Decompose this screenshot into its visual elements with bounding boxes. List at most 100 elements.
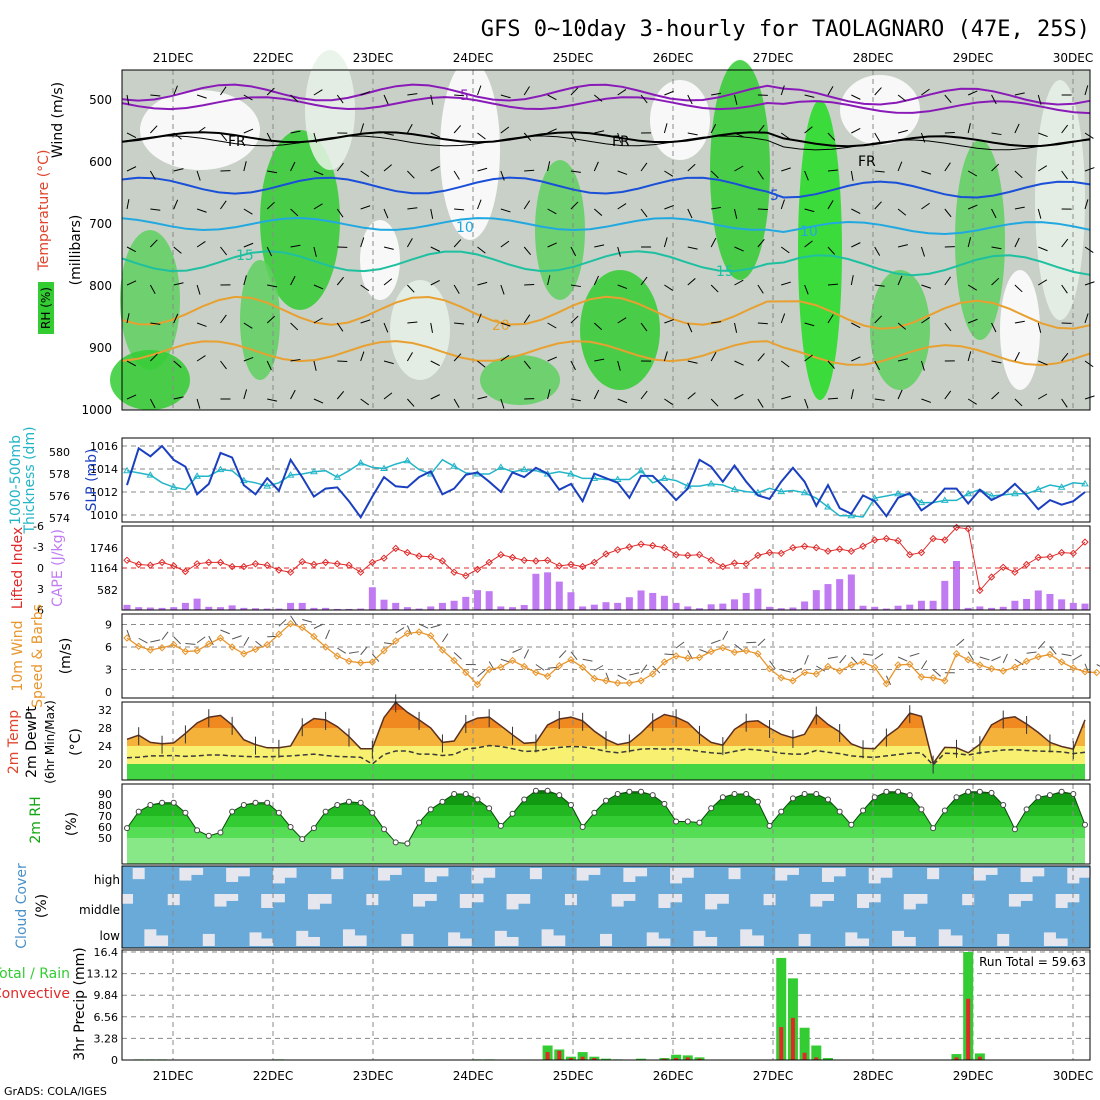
rh-tick: 80	[98, 799, 112, 812]
wind10-tick: 6	[105, 641, 112, 654]
wind10-point	[508, 656, 517, 665]
rh-point	[906, 792, 913, 799]
isotherm-label: FR	[612, 134, 630, 150]
date-label-bottom: 21DEC	[153, 1069, 193, 1083]
wind-barb	[336, 322, 344, 332]
wind-barb	[781, 281, 791, 286]
cloud-gap	[705, 894, 718, 910]
date-label-bottom: 24DEC	[453, 1069, 493, 1083]
wind10-barb	[804, 655, 809, 665]
wind-barb	[967, 351, 972, 362]
rh-point	[357, 799, 364, 806]
wind-barb	[126, 360, 136, 367]
rh-point	[521, 796, 528, 803]
wind-barb	[991, 208, 997, 219]
wind10-point	[368, 658, 377, 666]
rh-point	[743, 791, 750, 797]
wind-barb	[430, 132, 441, 138]
wind-barb	[897, 94, 907, 102]
date-label-bottom: 28DEC	[853, 1069, 893, 1083]
panel-frame	[121, 701, 1091, 781]
rh-point	[334, 802, 341, 808]
thickness-point	[403, 456, 412, 464]
wind-barb	[407, 93, 418, 96]
rh2m-axis-label: 2m RH	[28, 796, 44, 843]
wind10-barb	[500, 658, 511, 663]
cloud-gap	[272, 868, 285, 884]
pressure-axis-label: (millibars)	[68, 215, 84, 286]
wind10-barb	[208, 635, 214, 646]
cape-bar	[929, 600, 937, 610]
wind-barb	[220, 360, 227, 370]
isotherm-line	[121, 295, 1091, 330]
wind-barb	[944, 94, 952, 103]
date-label-bottom: 23DEC	[353, 1069, 393, 1083]
wind-barb	[290, 322, 299, 331]
wind10-point	[240, 650, 248, 658]
wind-barb	[523, 360, 531, 370]
wind-barb	[383, 278, 393, 286]
precip-tick: 0	[111, 1054, 118, 1067]
thickness-point	[1011, 489, 1019, 497]
wind-barb	[500, 170, 505, 181]
thickness-tick: 576	[49, 490, 70, 503]
cloud-gap	[775, 868, 788, 881]
thickness-point	[777, 487, 786, 495]
wind-barb	[173, 246, 182, 254]
cloud-unit-label: (%)	[34, 894, 50, 918]
lifted-index-point	[777, 549, 785, 558]
wind10-point	[263, 641, 271, 649]
cloud-gap	[156, 935, 169, 946]
cape-bar	[579, 606, 587, 610]
lifted-index-point	[158, 558, 166, 567]
thickness-point	[637, 466, 645, 474]
wind-barb	[687, 246, 698, 250]
lifted-index-point	[485, 558, 493, 567]
slp-tick: 1012	[90, 486, 118, 499]
wind10-point	[251, 645, 260, 653]
cape-tick: 1164	[90, 562, 118, 575]
wind10-barb	[173, 636, 182, 645]
lifted-index-point	[1046, 553, 1054, 561]
cloud-gap	[191, 868, 204, 875]
wind-barb	[711, 206, 722, 210]
wind-barb	[407, 207, 418, 210]
date-label-bottom: 30DEC	[1053, 1069, 1093, 1083]
wind10-barb	[337, 647, 347, 654]
wind-barb	[757, 398, 764, 408]
rh-point	[194, 827, 201, 834]
cloud-gap	[646, 932, 659, 946]
wind10-barb	[290, 615, 297, 625]
pressure-tick: 600	[89, 155, 112, 169]
wind10-barb	[185, 643, 196, 645]
lifted-index-tick: 0	[37, 562, 44, 575]
wind10-point	[707, 647, 715, 656]
precip-total-bar	[951, 1054, 962, 1060]
wind-barb	[757, 239, 765, 248]
wind-barb	[921, 398, 932, 403]
lifted-index-point	[789, 543, 797, 552]
wind-barb	[1084, 199, 1089, 210]
wind-barb	[593, 208, 603, 216]
wind10-point	[929, 674, 937, 682]
precip-convective-bar	[545, 1052, 550, 1060]
lifted-index-point	[181, 567, 190, 576]
wind10-point	[567, 656, 575, 664]
wind-barb	[710, 398, 719, 407]
rh-point	[579, 824, 586, 830]
wind-barb	[1014, 92, 1025, 96]
wind-barb	[407, 321, 418, 324]
date-label-top: 30DEC	[1053, 51, 1093, 65]
rh2m-unit-label: (%)	[64, 812, 80, 836]
wind-barb	[734, 360, 744, 366]
lifted-index-point	[999, 563, 1007, 572]
wind-barb	[547, 94, 557, 101]
wind-barb	[897, 129, 908, 134]
wind-barb	[266, 315, 275, 324]
wind-barb	[874, 246, 881, 256]
cape-bar	[392, 602, 400, 610]
rh-point	[953, 794, 960, 801]
wind-barb	[430, 360, 440, 366]
precip-total-bar	[811, 1045, 822, 1060]
precip-convective-bar	[814, 1057, 819, 1060]
